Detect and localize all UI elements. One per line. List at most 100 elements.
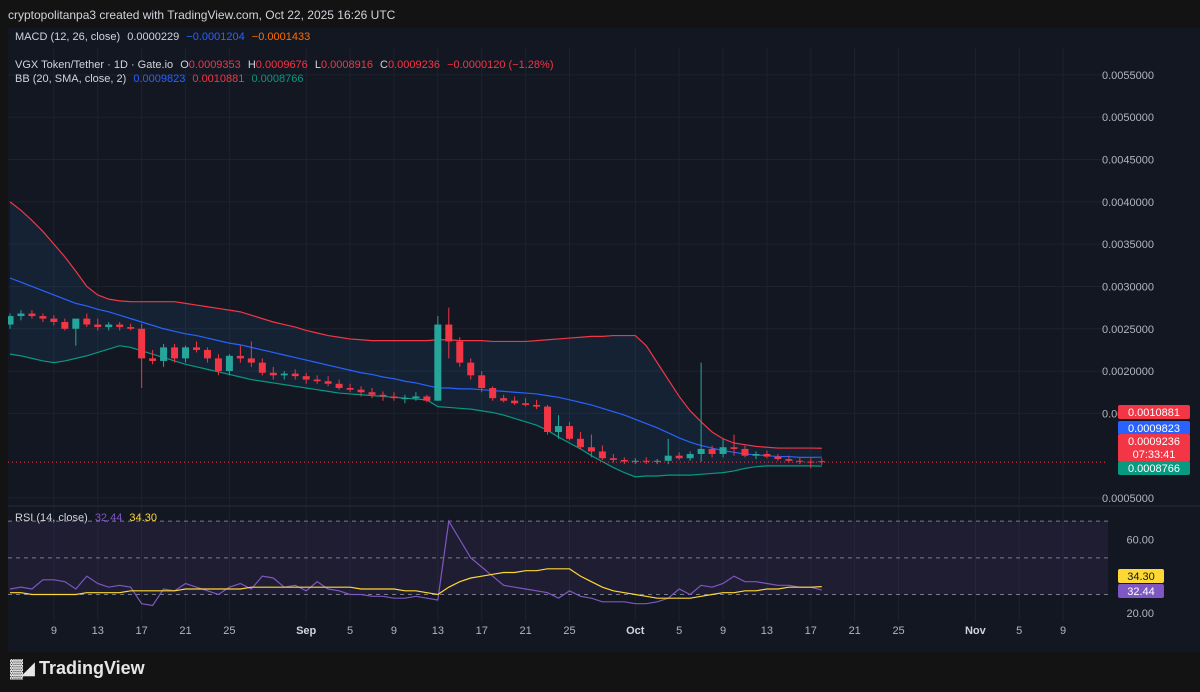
candle-body[interactable] bbox=[565, 426, 573, 439]
candle-body[interactable] bbox=[807, 461, 815, 463]
low-label: L bbox=[314, 59, 321, 71]
candle-body[interactable] bbox=[631, 460, 639, 462]
candle-body[interactable] bbox=[225, 355, 233, 372]
candle-body[interactable] bbox=[28, 313, 36, 317]
price-axis-label: 0.0055000 bbox=[1102, 70, 1154, 82]
candle-body[interactable] bbox=[708, 448, 716, 454]
candle-body[interactable] bbox=[423, 396, 431, 401]
time-axis-label: 13 bbox=[432, 625, 444, 637]
candle-body[interactable] bbox=[149, 358, 157, 361]
time-axis-label: 9 bbox=[51, 625, 57, 637]
candle-body[interactable] bbox=[664, 455, 672, 461]
symbol-name: VGX Token/Tether · 1D · Gate.io bbox=[15, 59, 174, 71]
candle-body[interactable] bbox=[247, 358, 255, 363]
candle-body[interactable] bbox=[116, 324, 124, 328]
candle-body[interactable] bbox=[763, 454, 771, 457]
candle-body[interactable] bbox=[511, 400, 519, 404]
candle-body[interactable] bbox=[203, 349, 211, 359]
candle-body[interactable] bbox=[346, 388, 354, 390]
candle-body[interactable] bbox=[192, 347, 200, 350]
candle-body[interactable] bbox=[379, 394, 387, 397]
candle-body[interactable] bbox=[796, 460, 804, 462]
tradingview-logo[interactable]: ▓◢ TradingView bbox=[10, 656, 145, 680]
candle-body[interactable] bbox=[576, 438, 584, 448]
candle-body[interactable] bbox=[785, 459, 793, 461]
candle-body[interactable] bbox=[686, 454, 694, 459]
bb-upper-line[interactable] bbox=[9, 201, 822, 449]
rsi-tag-ma-bg bbox=[1118, 569, 1164, 583]
candle-body[interactable] bbox=[258, 362, 266, 373]
candle-body[interactable] bbox=[335, 383, 343, 388]
time-axis-label: 25 bbox=[892, 625, 904, 637]
candle-body[interactable] bbox=[127, 327, 135, 329]
price-axis-label: 0.0035000 bbox=[1102, 239, 1154, 251]
candle-body[interactable] bbox=[61, 322, 69, 329]
candle-body[interactable] bbox=[94, 324, 102, 328]
candle-body[interactable] bbox=[730, 447, 738, 449]
candle-body[interactable] bbox=[269, 372, 277, 376]
candle-body[interactable] bbox=[313, 379, 321, 382]
candle-body[interactable] bbox=[72, 318, 80, 329]
symbol-legend[interactable]: VGX Token/Tether · 1D · Gate.io O0.00093… bbox=[15, 59, 557, 71]
candle-body[interactable] bbox=[6, 316, 14, 325]
chart-credit-header: cryptopolitanpa3 created with TradingVie… bbox=[8, 8, 396, 22]
price-axis-label: 0.0045000 bbox=[1102, 155, 1154, 167]
candle-body[interactable] bbox=[50, 318, 58, 322]
candle-body[interactable] bbox=[456, 341, 464, 363]
candle-body[interactable] bbox=[719, 447, 727, 454]
candle-body[interactable] bbox=[357, 389, 365, 393]
candle-body[interactable] bbox=[489, 388, 497, 399]
candle-body[interactable] bbox=[368, 392, 376, 395]
candle-body[interactable] bbox=[390, 396, 398, 399]
candle-body[interactable] bbox=[160, 347, 168, 361]
candle-body[interactable] bbox=[434, 324, 442, 401]
candle-body[interactable] bbox=[445, 324, 453, 342]
candle-body[interactable] bbox=[280, 373, 288, 376]
candle-body[interactable] bbox=[171, 347, 179, 359]
candle-body[interactable] bbox=[598, 451, 606, 459]
candle-body[interactable] bbox=[544, 406, 552, 432]
candle-body[interactable] bbox=[555, 426, 562, 432]
candle-body[interactable] bbox=[642, 460, 650, 462]
rsi-line[interactable] bbox=[9, 519, 822, 607]
candle-body[interactable] bbox=[83, 318, 91, 325]
candle-body[interactable] bbox=[302, 376, 310, 380]
rsi-legend[interactable]: RSI (14, close) 32.44 34.30 bbox=[15, 512, 161, 524]
macd-legend[interactable]: MACD (12, 26, close) 0.0000229 −0.000120… bbox=[15, 31, 314, 43]
candle-body[interactable] bbox=[214, 358, 222, 372]
candle-body[interactable] bbox=[236, 355, 244, 359]
rsi-ma-line[interactable] bbox=[10, 568, 822, 599]
candle-body[interactable] bbox=[752, 454, 760, 456]
candle-body[interactable] bbox=[774, 456, 782, 460]
candle-body[interactable] bbox=[291, 373, 299, 377]
candle-body[interactable] bbox=[522, 403, 530, 405]
candle-body[interactable] bbox=[587, 447, 595, 452]
candle-body[interactable] bbox=[138, 328, 146, 359]
candle-body[interactable] bbox=[324, 381, 332, 384]
candle-body[interactable] bbox=[182, 347, 190, 359]
candle-body[interactable] bbox=[39, 316, 47, 319]
rsi-axis-label: 60.00 bbox=[1126, 535, 1154, 547]
chart-svg[interactable]: 0.0055000 0.0050000 0.0045000 0.0040000 0.00… bbox=[6, 28, 1200, 652]
bb-basis-line[interactable] bbox=[9, 277, 822, 458]
candle-body[interactable] bbox=[653, 460, 661, 462]
bb-legend[interactable]: BB (20, SMA, close, 2) 0.0009823 0.00108… bbox=[15, 73, 307, 85]
macd-label: MACD (12, 26, close) bbox=[15, 31, 121, 43]
candle-body[interactable] bbox=[609, 458, 617, 460]
candle-body[interactable] bbox=[412, 396, 420, 399]
candle-body[interactable] bbox=[401, 398, 409, 400]
candle-body[interactable] bbox=[818, 461, 826, 463]
chart-pane[interactable]: 0.0055000 0.0050000 0.0045000 0.0040000 0.00… bbox=[6, 28, 1200, 652]
candle-body[interactable] bbox=[741, 448, 749, 456]
macd-hist-value: −0.0001433 bbox=[251, 31, 311, 43]
candle-body[interactable] bbox=[675, 455, 683, 459]
candle-body[interactable] bbox=[17, 313, 25, 317]
time-axis-label: 17 bbox=[805, 625, 817, 637]
candle-body[interactable] bbox=[105, 324, 113, 328]
candle-body[interactable] bbox=[697, 448, 705, 454]
candle-body[interactable] bbox=[500, 398, 508, 401]
candle-body[interactable] bbox=[478, 375, 486, 388]
candle-body[interactable] bbox=[533, 404, 541, 407]
candle-body[interactable] bbox=[620, 459, 628, 462]
candle-body[interactable] bbox=[467, 362, 475, 376]
